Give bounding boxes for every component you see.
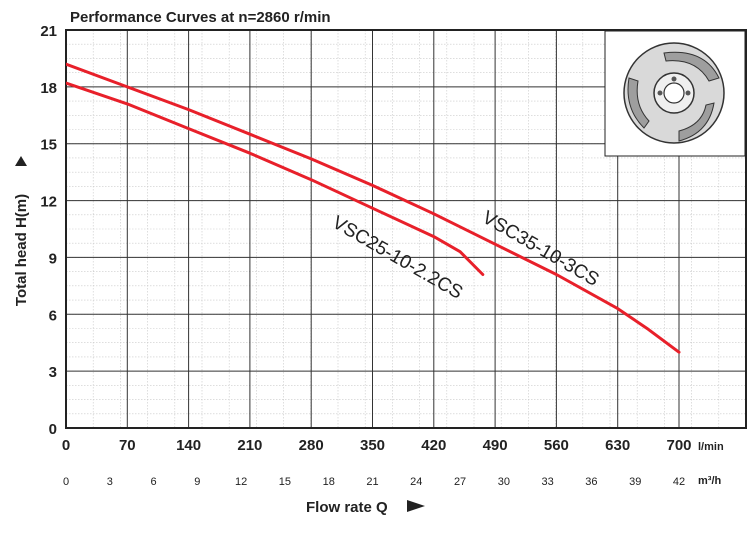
x-tick-label-m3h: 3	[107, 476, 113, 488]
x-tick-label-lmin: 420	[421, 437, 446, 454]
impeller-icon	[623, 42, 725, 144]
x-unit-m3h: m³/h	[698, 475, 722, 487]
x-axis-title: Flow rate Q	[306, 499, 425, 516]
x-tick-label-m3h: 0	[63, 476, 69, 488]
x-tick-label-m3h: 21	[366, 476, 378, 488]
y-tick-label: 12	[40, 194, 57, 211]
y-tick-label: 3	[49, 364, 57, 381]
x-tick-label-m3h: 42	[673, 476, 685, 488]
y-tick-label: 9	[49, 250, 57, 267]
impeller-inset	[604, 30, 746, 157]
y-tick-label: 0	[49, 421, 57, 438]
y-axis-title: Total head H(m)	[13, 156, 30, 306]
x-tick-label-m3h: 33	[542, 476, 554, 488]
x-tick-label-lmin: 140	[176, 437, 201, 454]
x-axis-label: Flow rate Q	[306, 499, 388, 516]
x-axis-ticks-m3h: 0 3 6 9 12 15 18 21 24 27 30 33 36 39 42	[63, 476, 685, 488]
x-tick-label-lmin: 210	[237, 437, 262, 454]
x-tick-label-lmin: 0	[62, 437, 70, 454]
x-tick-label-lmin: 700	[666, 437, 691, 454]
x-tick-label-m3h: 30	[498, 476, 510, 488]
x-tick-label-m3h: 6	[151, 476, 157, 488]
y-axis-label: Total head H(m)	[13, 194, 30, 306]
series-label-vsc25: VSC25-10-2.2CS	[329, 212, 467, 304]
y-tick-label: 21	[40, 23, 57, 40]
x-tick-label-lmin: 350	[360, 437, 385, 454]
x-tick-label-lmin: 560	[544, 437, 569, 454]
x-tick-label-m3h: 39	[629, 476, 641, 488]
chart-title: Performance Curves at n=2860 r/min	[70, 9, 331, 26]
minor-grid	[66, 30, 746, 428]
x-tick-label-m3h: 24	[410, 476, 422, 488]
x-tick-label-m3h: 9	[194, 476, 200, 488]
series-line-1	[66, 62, 681, 354]
x-tick-label-lmin: 280	[299, 437, 324, 454]
x-tick-label-lmin: 490	[483, 437, 508, 454]
y-tick-label: 15	[40, 137, 57, 154]
x-tick-label-m3h: 18	[323, 476, 335, 488]
x-tick-label-lmin: 70	[119, 437, 136, 454]
x-tick-label-m3h: 12	[235, 476, 247, 488]
series-line-0	[66, 81, 485, 276]
series-label-vsc35: VSC35-10-3CS	[479, 207, 603, 291]
y-tick-label: 18	[40, 80, 57, 97]
x-tick-label-lmin: 630	[605, 437, 630, 454]
x-tick-label-m3h: 27	[454, 476, 466, 488]
major-grid	[66, 30, 746, 428]
y-tick-label: 6	[49, 307, 57, 324]
plot-area-border	[65, 29, 747, 429]
series-group	[66, 62, 681, 354]
x-unit-lmin: l/min	[698, 441, 724, 453]
y-axis-ticks: 0 3 6 9 12 15 18 21	[40, 23, 57, 438]
x-tick-label-m3h: 36	[585, 476, 597, 488]
x-axis-ticks-lmin: 0 70 140 210 280 350 420 490 560 630 700	[62, 437, 692, 454]
x-axis-arrow-icon	[407, 500, 425, 512]
y-axis-arrow-icon	[15, 156, 27, 166]
x-tick-label-m3h: 15	[279, 476, 291, 488]
